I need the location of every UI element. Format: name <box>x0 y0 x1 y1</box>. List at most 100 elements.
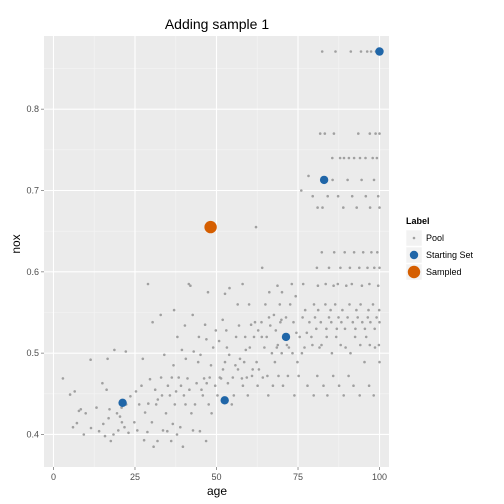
pool-point <box>257 368 261 371</box>
pool-point <box>354 327 357 331</box>
pool-point <box>332 132 336 135</box>
pool-point <box>364 194 368 198</box>
pool-point <box>374 132 377 135</box>
sampled-point <box>204 220 217 234</box>
pool-point <box>248 346 252 349</box>
pool-point <box>177 376 180 379</box>
pool-point <box>303 346 306 349</box>
pool-point <box>274 329 278 332</box>
y-axis-title: nox <box>9 234 23 253</box>
pool-point <box>190 412 193 415</box>
pool-point <box>378 266 381 270</box>
pool-point <box>267 394 270 397</box>
pool-point <box>103 434 107 438</box>
pool-point <box>264 303 267 306</box>
pool-point <box>192 350 195 353</box>
pool-point <box>334 50 337 53</box>
pool-point <box>339 266 342 270</box>
pool-point <box>211 346 215 349</box>
pool-point <box>316 374 319 378</box>
pool-point <box>151 320 154 324</box>
pool-point <box>322 384 325 388</box>
pool-point <box>160 394 164 397</box>
pool-point <box>127 431 130 435</box>
pool-point <box>191 429 195 432</box>
pool-point <box>355 206 359 209</box>
pool-point <box>231 376 235 379</box>
pool-point <box>376 284 380 288</box>
pool-point <box>276 284 279 288</box>
data-points <box>61 47 384 449</box>
legend: Label Pool Starting Set Sampled <box>405 216 474 281</box>
pool-point <box>341 308 344 312</box>
pool-point <box>368 282 371 286</box>
pool-point <box>198 429 202 433</box>
pool-point <box>159 376 163 379</box>
pool-point <box>337 384 341 388</box>
pool-point <box>331 156 334 160</box>
axes: 0 25 50 75 100 0.4 0.5 0.6 0.7 0.8 <box>26 104 387 482</box>
pool-point <box>350 194 354 198</box>
pool-point <box>376 251 379 254</box>
starting-set-point <box>281 332 291 342</box>
pool-point <box>223 292 227 296</box>
pool-point <box>332 284 335 288</box>
pool-point <box>313 316 317 319</box>
pool-point <box>200 388 203 392</box>
pool-point <box>184 403 187 406</box>
pool-point <box>213 384 217 388</box>
pool-point <box>339 343 343 347</box>
pool-point <box>172 308 176 312</box>
pool-point <box>275 346 279 349</box>
pool-point <box>345 284 348 288</box>
pool-point <box>214 329 218 332</box>
pool-point <box>159 313 162 317</box>
pool-point <box>365 50 369 53</box>
pool-point <box>284 316 288 319</box>
pool-point <box>343 327 347 331</box>
pool-point <box>236 303 239 306</box>
pool-point <box>209 364 213 367</box>
starting-set-point <box>319 175 329 185</box>
pool-point <box>129 395 132 398</box>
pool-point <box>133 421 136 424</box>
pool-point <box>174 390 178 393</box>
pool-point <box>319 320 323 324</box>
pool-point <box>166 384 170 388</box>
pool-point <box>359 303 362 306</box>
pool-point <box>221 318 224 322</box>
pool-point <box>189 284 192 288</box>
pool-point <box>378 360 381 364</box>
pool-point <box>260 266 264 270</box>
pool-point <box>247 303 251 306</box>
pool-point <box>148 377 152 381</box>
pool-point <box>268 290 271 294</box>
pool-point <box>323 132 327 135</box>
pool-point <box>329 308 332 312</box>
pool-point <box>228 286 231 290</box>
pool-point <box>332 251 336 254</box>
pool-point <box>327 316 331 319</box>
pool-point <box>291 351 294 355</box>
pool-point <box>377 308 381 312</box>
x-tick-label: 50 <box>211 472 221 482</box>
pool-point <box>357 132 360 135</box>
pool-point <box>346 178 349 182</box>
pool-point <box>152 445 155 449</box>
pool-point <box>79 408 83 411</box>
pool-point <box>267 316 271 319</box>
legend-marker <box>412 236 416 240</box>
pool-point <box>89 358 92 362</box>
pool-point <box>263 346 266 349</box>
pool-point <box>325 327 328 331</box>
pool-point <box>318 346 321 349</box>
pool-point <box>316 206 319 209</box>
pool-point <box>335 327 339 331</box>
pool-point <box>371 156 375 160</box>
pool-point <box>363 327 367 331</box>
pool-point <box>210 412 213 415</box>
pool-point <box>238 357 242 361</box>
pool-point <box>109 439 113 443</box>
pool-point <box>173 403 177 406</box>
